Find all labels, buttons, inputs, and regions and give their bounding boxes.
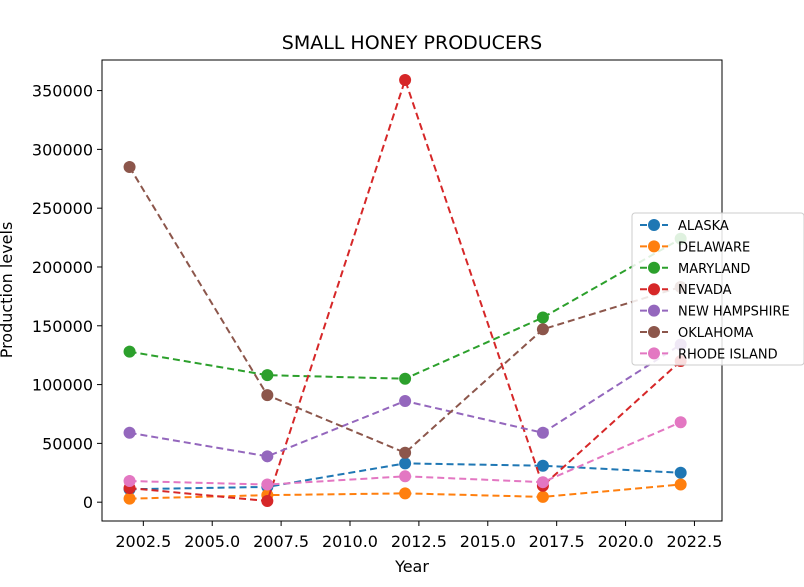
data-point-rhode-island bbox=[536, 476, 549, 489]
legend-label-rhode-island: RHODE ISLAND bbox=[678, 347, 778, 362]
x-tick-label: 2015.0 bbox=[460, 532, 516, 551]
x-tick-label: 2005.0 bbox=[184, 532, 240, 551]
x-tick-label: 2007.5 bbox=[253, 532, 309, 551]
data-point-oklahoma bbox=[123, 161, 136, 174]
data-point-delaware bbox=[536, 490, 549, 503]
x-tick-label: 2022.5 bbox=[666, 532, 722, 551]
x-axis-label: Year bbox=[394, 557, 429, 576]
data-point-delaware bbox=[123, 492, 136, 505]
y-tick-label: 200000 bbox=[32, 258, 93, 277]
data-point-new-hampshire bbox=[123, 426, 136, 439]
data-point-oklahoma bbox=[261, 389, 274, 402]
legend: ALASKA DELAWARE MARYLAND NEVADA NEW HAMPSHIR… bbox=[631, 212, 804, 366]
legend-marker-maryland bbox=[648, 261, 660, 274]
data-point-maryland bbox=[261, 369, 274, 382]
legend-box bbox=[631, 212, 804, 366]
data-point-rhode-island bbox=[399, 470, 412, 483]
data-point-maryland bbox=[536, 311, 549, 324]
data-point-new-hampshire bbox=[399, 395, 412, 408]
y-tick-label: 50000 bbox=[42, 434, 93, 453]
legend-label-nevada: NEVADA bbox=[678, 283, 732, 298]
y-tick-label: 300000 bbox=[32, 140, 93, 159]
legend-marker-rhode-island bbox=[648, 347, 660, 360]
legend-label-alaska: ALASKA bbox=[678, 219, 729, 234]
legend-marker-oklahoma bbox=[648, 326, 660, 338]
data-point-new-hampshire bbox=[536, 426, 549, 439]
y-tick-label: 350000 bbox=[32, 82, 93, 101]
y-tick-label: 150000 bbox=[32, 317, 93, 336]
data-point-nevada bbox=[399, 73, 412, 86]
data-point-alaska bbox=[674, 466, 687, 479]
x-tick-label: 2002.5 bbox=[115, 532, 171, 551]
series-layer bbox=[123, 73, 687, 508]
data-point-rhode-island bbox=[261, 478, 274, 491]
data-point-alaska bbox=[399, 457, 412, 470]
x-tick-label: 2017.5 bbox=[529, 532, 585, 551]
x-tick-label: 2010.0 bbox=[322, 532, 378, 551]
series-line-oklahoma bbox=[128, 166, 681, 454]
data-point-delaware bbox=[674, 478, 687, 491]
x-axis: 2002.5 2005.0 2007.5 2010.0 2012.5 2015.0 2017… bbox=[115, 521, 722, 551]
data-point-delaware bbox=[399, 487, 412, 500]
series-line-nevada bbox=[129, 76, 682, 503]
data-point-maryland bbox=[399, 372, 412, 385]
data-point-oklahoma bbox=[399, 446, 412, 459]
legend-label-new-hampshire: NEW HAMPSHIRE bbox=[678, 305, 790, 320]
y-tick-label: 100000 bbox=[32, 376, 93, 395]
legend-label-maryland: MARYLAND bbox=[678, 262, 750, 277]
y-tick-label: 0 bbox=[83, 493, 93, 512]
legend-marker-alaska bbox=[648, 219, 660, 231]
legend-label-delaware: DELAWARE bbox=[678, 240, 750, 255]
y-axis: 0 50000 100000 150000 200000 250000 300000 3500… bbox=[32, 82, 102, 512]
data-point-maryland bbox=[123, 345, 136, 358]
chart-title: SMALL HONEY PRODUCERS bbox=[282, 32, 542, 54]
legend-marker-delaware bbox=[648, 240, 660, 253]
legend-marker-new-hampshire bbox=[648, 304, 660, 317]
data-point-rhode-island bbox=[123, 475, 136, 488]
data-point-rhode-island bbox=[674, 416, 687, 429]
y-axis-label: Production levels bbox=[0, 222, 16, 359]
legend-label-oklahoma: OKLAHOMA bbox=[678, 326, 753, 341]
x-tick-label: 2012.5 bbox=[391, 532, 447, 551]
data-point-new-hampshire bbox=[261, 450, 274, 463]
plot-area bbox=[101, 59, 723, 522]
y-tick-label: 250000 bbox=[32, 199, 93, 218]
legend-marker-nevada bbox=[648, 283, 660, 296]
x-tick-label: 2020.0 bbox=[598, 532, 654, 551]
data-point-nevada bbox=[261, 495, 274, 508]
data-point-alaska bbox=[536, 459, 549, 472]
data-point-oklahoma bbox=[536, 323, 549, 336]
